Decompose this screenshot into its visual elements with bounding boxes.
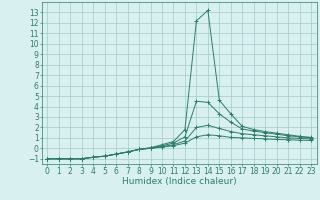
X-axis label: Humidex (Indice chaleur): Humidex (Indice chaleur): [122, 177, 236, 186]
